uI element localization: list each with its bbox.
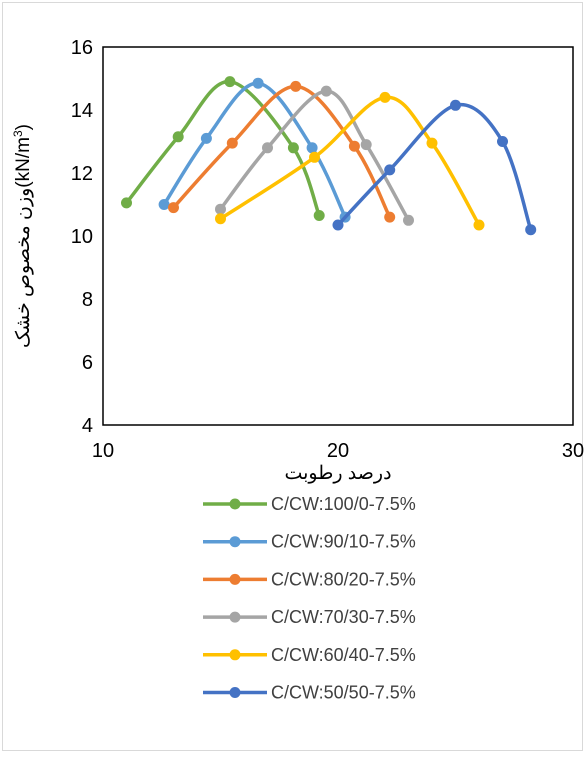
data-point (287, 142, 299, 154)
data-point (525, 224, 537, 236)
data-point (313, 210, 325, 221)
data-point (360, 139, 372, 151)
legend-item: C/CW:70/30-7.5% (203, 607, 416, 627)
data-point (121, 197, 132, 209)
y-tick-label: 14 (71, 100, 93, 122)
y-tick-label: 8 (82, 289, 93, 311)
data-point (384, 211, 396, 223)
data-point (332, 219, 344, 231)
legend-item: C/CW:60/40-7.5% (203, 645, 416, 665)
legend-item: C/CW:50/50-7.5% (203, 683, 416, 703)
legend: C/CW:100/0-7.5% C/CW:90/10-7.5% C/CW:80/20… (203, 494, 416, 703)
data-point (348, 140, 360, 152)
legend-label: C/CW:70/30-7.5% (271, 607, 416, 627)
data-point (252, 77, 264, 89)
y-tick-label: 4 (82, 415, 93, 437)
series-2 (158, 77, 351, 223)
legend-label: C/CW:100/0-7.5% (271, 494, 416, 514)
legend-label: C/CW:50/50-7.5% (271, 683, 416, 703)
legend-item: C/CW:90/10-7.5% (203, 532, 416, 552)
y-axis-unit-suffix: ) (13, 124, 34, 130)
data-point (379, 91, 391, 103)
x-axis-label: درصد رطوبت (284, 463, 391, 484)
data-point (172, 131, 184, 143)
data-point (309, 151, 320, 163)
legend-label: C/CW:90/10-7.5% (271, 532, 416, 552)
y-tick-label: 6 (82, 352, 93, 374)
x-tick-label: 20 (327, 440, 349, 462)
x-tick-label: 30 (562, 440, 584, 462)
data-point (426, 137, 438, 149)
series-6 (332, 99, 537, 236)
y-axis-unit-prefix: (kN/m (13, 137, 34, 188)
legend-swatch-marker (229, 611, 241, 623)
data-point (215, 203, 226, 215)
series-3 (168, 80, 396, 223)
data-point (224, 76, 236, 88)
legend-label: C/CW:60/40-7.5% (271, 645, 416, 665)
data-point (403, 214, 414, 226)
data-point (158, 199, 170, 210)
data-point (450, 99, 461, 111)
y-axis-unit-sup: 3 (11, 130, 25, 137)
legend-swatch-marker (229, 649, 241, 661)
y-tick-label: 12 (71, 163, 93, 185)
y-axis-label-text: وزن مخصوص خشک (13, 188, 34, 348)
y-tick-label: 16 (71, 37, 93, 59)
data-point (290, 80, 302, 92)
data-point (215, 213, 226, 225)
legend-swatch-marker (229, 536, 241, 548)
x-tick-label: 10 (92, 440, 114, 462)
data-point (200, 132, 212, 144)
legend-label: C/CW:80/20-7.5% (271, 569, 416, 589)
legend-item: C/CW:100/0-7.5% (203, 494, 416, 514)
y-axis-label: وزن مخصوص خشک(kN/m3) (11, 124, 34, 348)
legend-swatch-marker (229, 573, 241, 585)
y-tick-label: 10 (71, 226, 93, 248)
plot-area (102, 46, 574, 426)
data-point (497, 136, 508, 147)
data-point (306, 142, 318, 154)
data-point (262, 142, 273, 154)
legend-item: C/CW:80/20-7.5% (203, 569, 416, 589)
legend-swatch-marker (229, 498, 241, 510)
data-point (473, 219, 485, 231)
data-point (168, 202, 179, 214)
data-point (384, 164, 396, 176)
data-point (320, 85, 332, 97)
series-4 (215, 85, 414, 226)
legend-swatch-marker (229, 687, 241, 698)
data-point (226, 137, 238, 149)
series-5 (215, 91, 485, 231)
chart: 10 20 30 4 6 8 10 12 14 16 درصد رطوبت وزن مخصوص … (11, 37, 584, 703)
